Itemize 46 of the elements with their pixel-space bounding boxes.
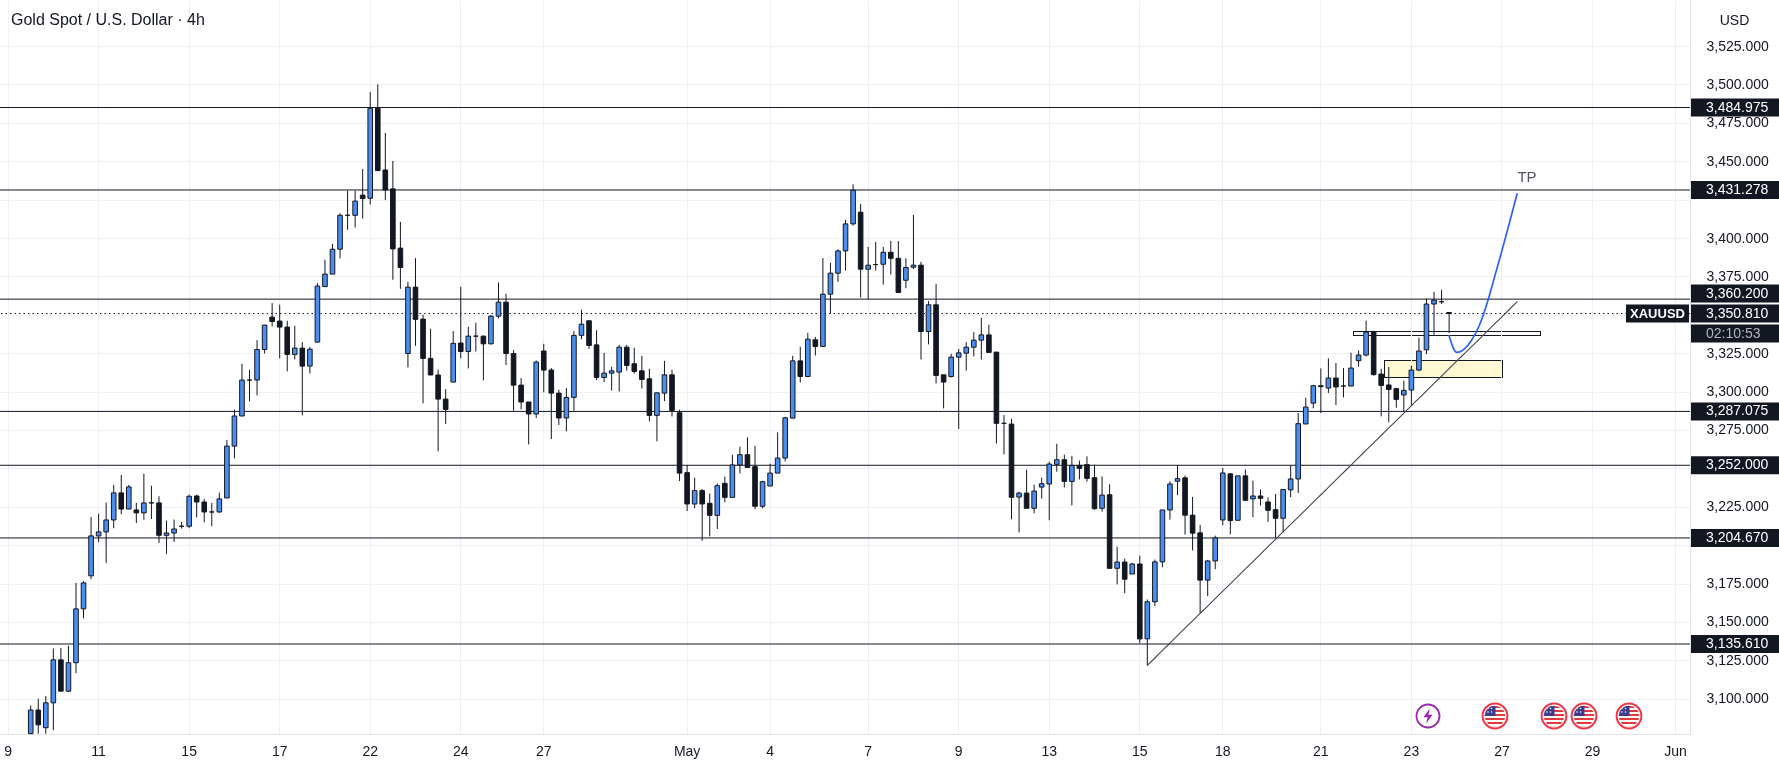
y-tick-label: 3,175.000 [1706, 575, 1769, 592]
x-tick-label: 4 [766, 742, 775, 759]
x-tick-label: 22 [362, 742, 379, 759]
ref-line-label: 3,350.810 [1706, 304, 1769, 321]
y-tick-label: 3,500.000 [1706, 75, 1769, 92]
ref-line-label: 3,484.975 [1706, 98, 1769, 115]
x-tick-label: 23 [1403, 742, 1420, 759]
x-tick-label: 18 [1214, 742, 1231, 759]
x-tick-label: 7 [864, 742, 873, 759]
y-tick-label: 3,225.000 [1706, 498, 1769, 515]
x-tick-label: 24 [452, 742, 469, 759]
y-tick-label: 3,450.000 [1706, 152, 1769, 169]
x-tick-label: 15 [1131, 742, 1148, 759]
y-tick-label: 3,125.000 [1706, 651, 1769, 668]
y-axis-title: USD [1719, 11, 1750, 28]
text: 02:10:53 [1706, 324, 1761, 341]
x-tick-label: Jun [1664, 742, 1687, 759]
x-tick-label: 29 [1584, 742, 1601, 759]
ref-line-label: 3,252.000 [1706, 456, 1769, 473]
y-tick-label: 3,400.000 [1706, 229, 1769, 246]
ref-line-label: 3,360.200 [1706, 284, 1769, 301]
y-tick-label: 3,375.000 [1706, 267, 1769, 284]
x-tick-label: 9 [4, 742, 13, 759]
x-tick-label: May [673, 742, 701, 759]
y-tick-label: 3,325.000 [1706, 344, 1769, 361]
x-tick-label: 17 [271, 742, 288, 759]
y-tick-label: 3,100.000 [1706, 690, 1769, 707]
x-tick-label: 15 [181, 742, 198, 759]
x-tick-label: 27 [535, 742, 552, 759]
x-tick-label: 27 [1494, 742, 1510, 759]
text: XAUUSD [1630, 305, 1685, 321]
x-tick-label: 11 [91, 742, 107, 759]
ref-line-label: 3,287.075 [1706, 402, 1769, 419]
y-tick-label: 3,300.000 [1706, 383, 1769, 400]
y-tick-label: 3,275.000 [1706, 421, 1769, 438]
ref-line-label: 3,204.670 [1706, 528, 1769, 545]
x-tick-label: 13 [1041, 742, 1058, 759]
x-tick-label: 21 [1313, 742, 1329, 759]
text: Gold Spot / U.S. Dollar · 4h [11, 11, 205, 28]
y-tick-label: 3,150.000 [1706, 613, 1769, 630]
annotation: TP [1517, 167, 1537, 185]
y-tick-label: 3,475.000 [1706, 114, 1769, 131]
ref-line-label: 3,431.278 [1706, 180, 1769, 197]
y-tick-label: 3,525.000 [1706, 37, 1769, 54]
ref-line-label: 3,135.610 [1706, 635, 1769, 651]
x-tick-label: 9 [954, 742, 963, 759]
